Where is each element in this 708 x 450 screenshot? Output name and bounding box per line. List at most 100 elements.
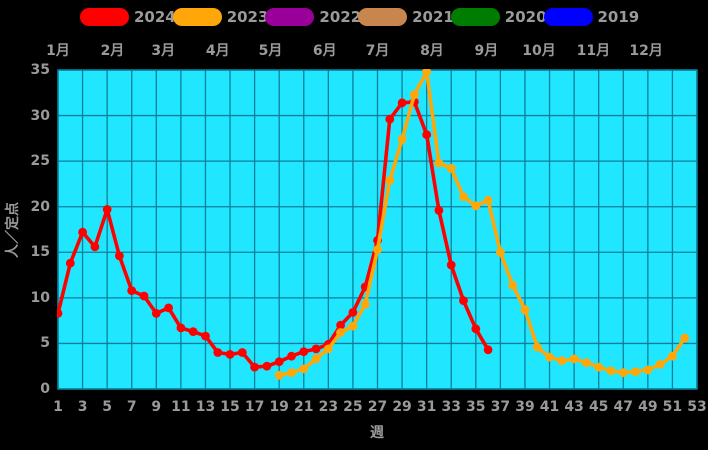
x-tick-label: 27 — [367, 399, 388, 415]
data-point — [188, 327, 198, 336]
data-point — [483, 195, 493, 205]
data-point — [508, 280, 518, 290]
data-point — [471, 201, 481, 211]
data-point — [569, 354, 579, 364]
legend-color-chip — [358, 8, 408, 26]
month-label: 1月 — [46, 43, 70, 59]
x-tick-label: 9 — [151, 399, 162, 415]
data-point — [115, 251, 124, 261]
y-tick-label: 5 — [40, 335, 50, 352]
y-tick-label: 0 — [40, 381, 50, 397]
x-tick-label: 49 — [638, 399, 658, 415]
legend-label: 2019 — [597, 7, 640, 26]
month-label: 12月 — [629, 43, 663, 59]
data-point — [483, 345, 493, 355]
x-tick-label: 39 — [515, 399, 535, 415]
y-tick-label: 35 — [30, 62, 50, 78]
legend-color-chip — [172, 8, 222, 26]
legend-item-2020: 2020 — [450, 8, 547, 26]
data-point — [311, 344, 321, 354]
data-point — [532, 342, 542, 352]
y-tick-label: 20 — [30, 198, 50, 215]
series-line-2023 — [278, 70, 687, 378]
data-point — [434, 158, 444, 168]
month-label: 9月 — [474, 43, 499, 59]
x-tick-label: 47 — [613, 399, 634, 415]
series-2023 — [274, 69, 690, 380]
y-tick-label: 30 — [30, 107, 50, 124]
x-tick-label: 17 — [244, 399, 265, 415]
data-point — [397, 134, 407, 144]
data-point — [311, 354, 321, 364]
data-point — [459, 296, 468, 305]
legend-label: 2023 — [226, 7, 269, 26]
data-point — [78, 227, 87, 237]
data-point — [57, 309, 63, 318]
data-point — [299, 364, 309, 374]
x-tick-label: 19 — [269, 399, 289, 415]
data-point — [471, 324, 481, 334]
data-point — [397, 98, 407, 108]
data-point — [237, 348, 247, 357]
data-point — [459, 192, 468, 202]
y-tick-label: 10 — [30, 289, 50, 306]
month-label: 10月 — [522, 43, 556, 59]
data-point — [176, 323, 186, 333]
x-tick-label: 35 — [466, 399, 486, 415]
data-point — [250, 362, 259, 372]
data-point — [348, 308, 358, 317]
data-point — [385, 175, 395, 185]
series-line-2024 — [57, 100, 490, 369]
data-point — [496, 247, 505, 257]
y-tick-label: 15 — [30, 244, 50, 261]
data-point — [348, 321, 358, 331]
legend-label: 2022 — [319, 7, 362, 26]
y-axis-title: 人／定点 — [5, 202, 21, 258]
data-point — [274, 357, 284, 367]
data-point — [655, 360, 665, 369]
data-point — [422, 130, 432, 140]
data-point — [557, 356, 567, 366]
data-point — [151, 309, 161, 318]
x-tick-label: 15 — [220, 399, 240, 415]
data-point — [225, 350, 235, 359]
data-point — [201, 331, 210, 341]
data-point — [446, 164, 456, 173]
data-point — [336, 320, 345, 330]
x-tick-label: 31 — [416, 399, 437, 415]
x-tick-label: 43 — [564, 399, 584, 415]
legend-item-2024: 2024 — [80, 8, 176, 26]
data-point — [262, 361, 272, 371]
x-tick-label: 3 — [77, 399, 88, 415]
data-point — [102, 205, 112, 214]
month-label: 4月 — [205, 43, 230, 59]
month-label: 2月 — [100, 43, 125, 59]
x-tick-label: 23 — [318, 399, 339, 415]
x-tick-label: 5 — [102, 399, 113, 415]
data-point — [446, 260, 456, 270]
data-point — [594, 362, 604, 372]
data-point — [213, 348, 223, 357]
data-point — [434, 206, 444, 215]
x-tick-label: 25 — [343, 399, 363, 415]
data-point — [385, 114, 395, 124]
x-axis-title: 週 — [370, 425, 384, 441]
data-point — [422, 69, 432, 77]
plot-border — [57, 69, 698, 390]
data-point — [582, 358, 591, 367]
data-point — [643, 365, 653, 375]
data-point — [606, 366, 616, 376]
x-tick-label: 51 — [662, 399, 683, 415]
legend-color-chip — [265, 8, 315, 26]
y-tick-label: 25 — [30, 153, 50, 170]
month-label: 8月 — [420, 43, 444, 59]
legend-item-2023: 2023 — [172, 7, 269, 26]
x-tick-label: 37 — [490, 399, 511, 415]
data-point — [360, 299, 370, 309]
month-label: 7月 — [365, 43, 390, 59]
legend-color-chip — [80, 8, 129, 26]
data-point — [680, 333, 690, 343]
legend-label: 2021 — [412, 7, 454, 26]
